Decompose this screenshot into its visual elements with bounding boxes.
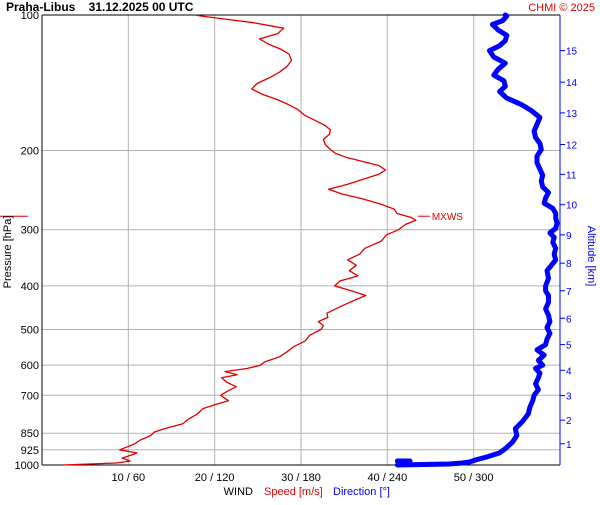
pressure-tick-label: 100 bbox=[21, 10, 39, 22]
x-tick-label: 20 / 120 bbox=[195, 472, 235, 484]
altitude-tick-label: 9 bbox=[566, 231, 572, 242]
x-tick-label: 30 / 180 bbox=[281, 472, 321, 484]
altitude-tick-label: 2 bbox=[566, 416, 572, 427]
altitude-tick-label: 1 bbox=[566, 440, 572, 451]
altitude-tick-label: 8 bbox=[566, 259, 572, 270]
x-label-wind: WIND bbox=[224, 486, 253, 498]
label-layer: Praha-Libus 31.12.2025 00 UTC CHMI © 202… bbox=[2, 0, 597, 498]
pressure-tick-label: 1000 bbox=[15, 460, 39, 472]
pressure-tick-label: 850 bbox=[21, 428, 39, 440]
x-tick-label: 10 / 60 bbox=[112, 472, 146, 484]
speed-series-line bbox=[62, 14, 417, 466]
altitude-tick-label: 10 bbox=[566, 201, 578, 212]
pressure-tick-label: 200 bbox=[21, 145, 39, 157]
max-wind-label: MXWS bbox=[432, 212, 463, 223]
pressure-tick-label: 700 bbox=[21, 390, 39, 402]
pressure-tick-label: 500 bbox=[21, 325, 39, 337]
direction-series-line bbox=[394, 12, 560, 468]
chart-title: Praha-Libus 31.12.2025 00 UTC bbox=[6, 0, 194, 14]
altitude-tick-label: 5 bbox=[566, 341, 572, 352]
series-layer: MXWS bbox=[0, 12, 560, 468]
altitude-tick-label: 14 bbox=[566, 78, 578, 89]
y2-axis-label: Altitude [km] bbox=[585, 226, 597, 287]
pressure-tick-label: 300 bbox=[21, 225, 39, 237]
altitude-tick-label: 4 bbox=[566, 366, 572, 377]
x-tick-label: 50 / 300 bbox=[454, 472, 494, 484]
altitude-tick-label: 12 bbox=[566, 141, 578, 152]
altitude-tick-label: 13 bbox=[566, 109, 578, 120]
pressure-tick-label: 925 bbox=[21, 445, 39, 457]
x-tick-label: 40 / 240 bbox=[367, 472, 407, 484]
x-label-speed: Speed [m/s] bbox=[264, 486, 323, 498]
altitude-tick-label: 7 bbox=[566, 287, 572, 298]
pressure-tick-label: 400 bbox=[21, 281, 39, 293]
altitude-tick-label: 15 bbox=[566, 47, 578, 58]
x-label-direction: Direction [°] bbox=[333, 486, 390, 498]
altitude-tick-label: 11 bbox=[566, 170, 577, 181]
y-axis-label: Pressure [hPa] bbox=[2, 216, 14, 289]
axis-layer: 10 / 60 20 / 120 30 / 180 40 / 240 50 / 300 1… bbox=[15, 10, 578, 484]
grid-layer bbox=[42, 15, 560, 465]
altitude-tick-label: 3 bbox=[566, 392, 572, 403]
pressure-tick-label: 600 bbox=[21, 360, 39, 372]
altitude-tick-label: 6 bbox=[566, 314, 572, 325]
credit-label: CHMI © 2025 bbox=[528, 2, 595, 14]
